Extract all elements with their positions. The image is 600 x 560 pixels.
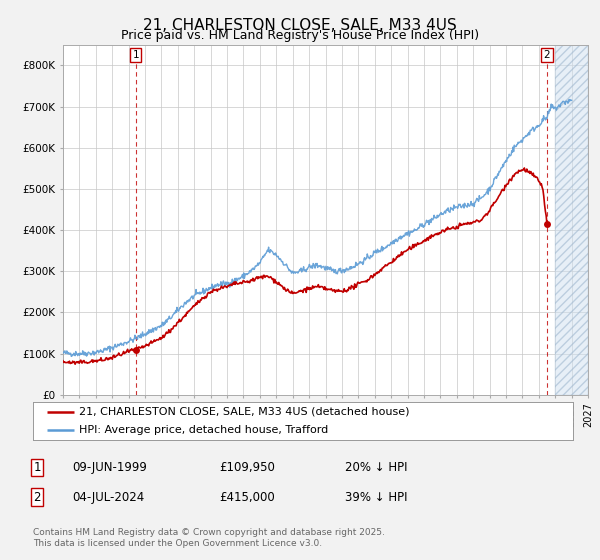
- Text: £109,950: £109,950: [219, 461, 275, 474]
- Text: 04-JUL-2024: 04-JUL-2024: [72, 491, 144, 504]
- Text: 2: 2: [34, 491, 41, 504]
- Text: £415,000: £415,000: [219, 491, 275, 504]
- Text: 1: 1: [133, 50, 139, 60]
- Text: Price paid vs. HM Land Registry's House Price Index (HPI): Price paid vs. HM Land Registry's House …: [121, 29, 479, 42]
- Text: 1: 1: [34, 461, 41, 474]
- Text: 21, CHARLESTON CLOSE, SALE, M33 4US: 21, CHARLESTON CLOSE, SALE, M33 4US: [143, 18, 457, 33]
- Text: 39% ↓ HPI: 39% ↓ HPI: [345, 491, 407, 504]
- Text: Contains HM Land Registry data © Crown copyright and database right 2025.
This d: Contains HM Land Registry data © Crown c…: [33, 528, 385, 548]
- Text: 20% ↓ HPI: 20% ↓ HPI: [345, 461, 407, 474]
- Text: 21, CHARLESTON CLOSE, SALE, M33 4US (detached house): 21, CHARLESTON CLOSE, SALE, M33 4US (det…: [79, 407, 409, 417]
- Text: HPI: Average price, detached house, Trafford: HPI: Average price, detached house, Traf…: [79, 425, 328, 435]
- Text: 09-JUN-1999: 09-JUN-1999: [72, 461, 147, 474]
- Text: 2: 2: [544, 50, 550, 60]
